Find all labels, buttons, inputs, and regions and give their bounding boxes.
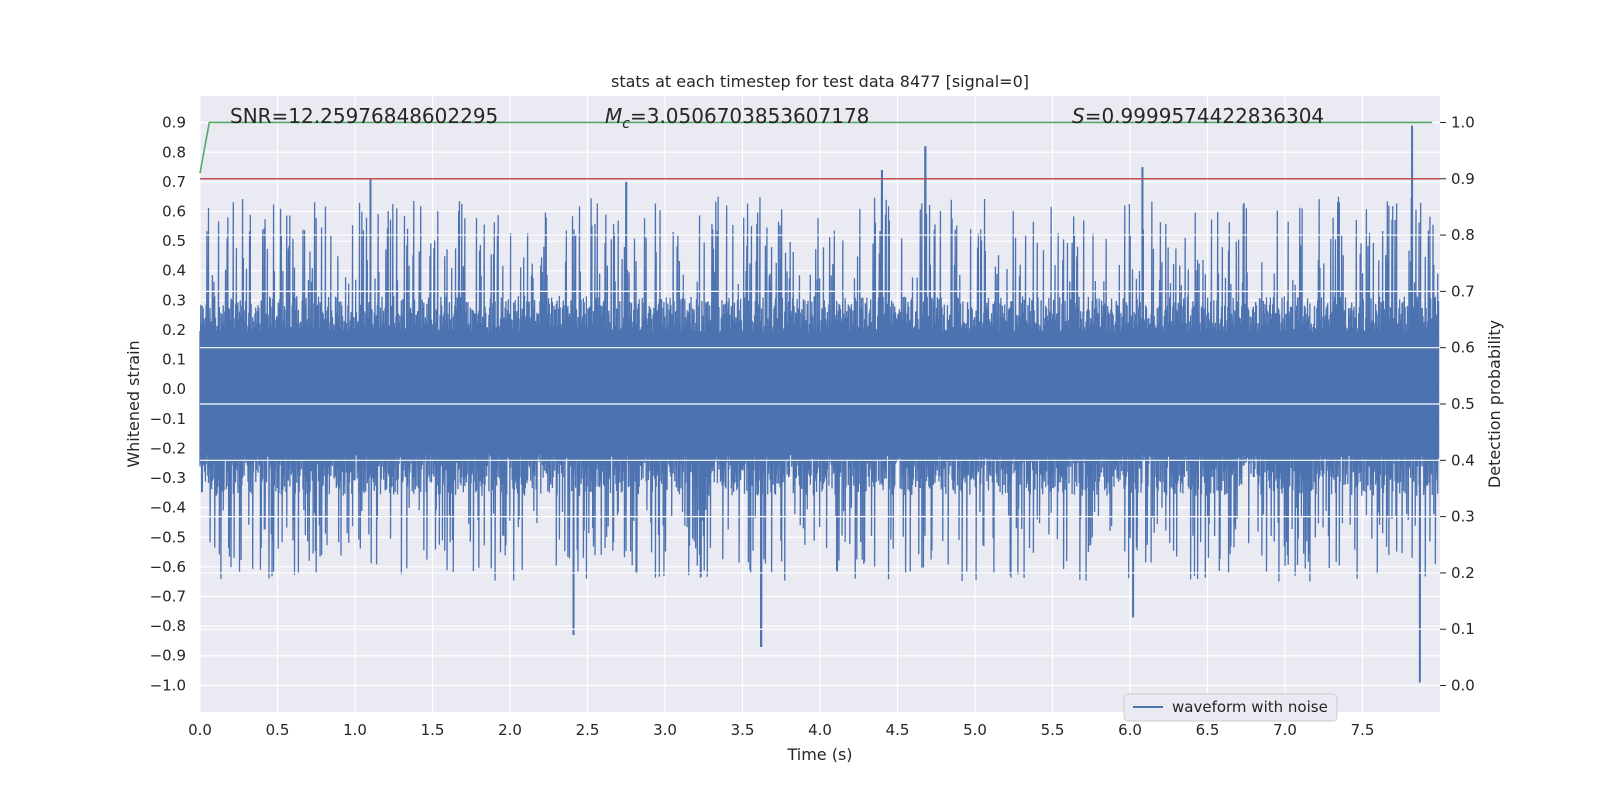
y2-tick-label: 0.9 — [1451, 170, 1475, 188]
detection-stat-annotation: S=0.9999574422836304 — [1072, 104, 1324, 128]
y-tick-label: −0.2 — [150, 439, 186, 457]
y-tick-label: −0.3 — [150, 469, 186, 487]
y-tick-label: −0.9 — [150, 647, 186, 665]
x-tick-label: 7.0 — [1273, 721, 1297, 739]
probability-series — [199, 121, 1433, 174]
y2-axis-label: Detection probability — [1485, 320, 1504, 488]
y-tick-label: −0.1 — [150, 410, 186, 428]
y-tick-label: 0.2 — [162, 321, 186, 339]
y-tick-label: 0.7 — [162, 173, 186, 191]
x-tick-label: 0.0 — [188, 721, 212, 739]
x-axis-label: Time (s) — [786, 745, 852, 764]
y-tick-label: −0.7 — [150, 588, 186, 606]
y2-tick-label: 0.1 — [1451, 620, 1475, 638]
y-tick-label: −0.4 — [150, 499, 186, 517]
y-tick-label: −1.0 — [150, 676, 186, 694]
detection-stat-symbol: S — [1072, 104, 1085, 128]
y2-tick-label: 0.6 — [1451, 339, 1475, 357]
y2-tick-label: 0.5 — [1451, 395, 1475, 413]
y-tick-label: 0.9 — [162, 114, 186, 132]
x-tick-label: 2.0 — [498, 721, 522, 739]
y2-tick-label: 0.2 — [1451, 564, 1475, 582]
y-tick-label: 0.3 — [162, 291, 186, 309]
y-axis-label: Whitened strain — [124, 340, 143, 467]
x-tick-label: 2.5 — [576, 721, 600, 739]
detection-stat-value: =0.9999574422836304 — [1085, 104, 1324, 128]
x-tick-label: 0.5 — [266, 721, 290, 739]
x-tick-label: 5.0 — [963, 721, 987, 739]
chirp-mass-value: =3.0506703853607178 — [630, 104, 869, 128]
chirp-mass-symbol: M — [605, 104, 622, 128]
y-tick-label: −0.5 — [150, 528, 186, 546]
x-tick-label: 1.5 — [421, 721, 445, 739]
y-tick-label: 0.6 — [162, 203, 186, 221]
y2-tick-label: 0.0 — [1451, 677, 1475, 695]
x-tick-label: 7.5 — [1351, 721, 1375, 739]
y2-tick-label: 0.8 — [1451, 226, 1475, 244]
legend: waveform with noise — [1123, 693, 1338, 722]
probability-line — [199, 121, 1433, 174]
x-tick-label: 4.5 — [886, 721, 910, 739]
y2-tick-label: 1.0 — [1451, 113, 1475, 131]
y2-tick-label: 0.4 — [1451, 451, 1475, 469]
waveform-line — [199, 125, 1440, 683]
y-tick-labels: 0.9 0.8 0.7 0.6 0.5 0.4 0.3 0.2 0.1 0.0 −0.1 −0.2 −0… — [150, 114, 186, 695]
x-tick-labels: 0.0 0.5 1.0 1.5 2.0 2.5 3.0 3.5 4.0 4.5 5.0 5.5 6.0 6… — [188, 721, 1374, 739]
y2-tick-label: 0.3 — [1451, 508, 1475, 526]
x-tick-label: 3.5 — [731, 721, 755, 739]
y-tick-label: 0.1 — [162, 351, 186, 369]
y2-tick-label: 0.7 — [1451, 282, 1475, 300]
y-tick-label: 0.0 — [162, 380, 186, 398]
y-tick-label: −0.8 — [150, 617, 186, 635]
x-tick-label: 6.0 — [1118, 721, 1142, 739]
y-tick-label: 0.8 — [162, 143, 186, 161]
waveform-series — [199, 125, 1440, 683]
x-tick-label: 1.0 — [343, 721, 367, 739]
y-tick-label: 0.4 — [162, 262, 186, 280]
x-tick-label: 5.5 — [1041, 721, 1065, 739]
y2-tick-labels: 1.0 0.9 0.8 0.7 0.6 0.5 0.4 0.3 0.2 0.1 0.0 — [1440, 113, 1475, 695]
chirp-mass-annotation: Mc=3.0506703853607178 — [605, 104, 869, 132]
y-tick-label: 0.5 — [162, 232, 186, 250]
x-tick-label: 4.0 — [808, 721, 832, 739]
x-tick-label: 6.5 — [1196, 721, 1220, 739]
snr-text: SNR=12.25976848602295 — [230, 104, 498, 128]
chart-title: stats at each timestep for test data 847… — [611, 72, 1029, 91]
chirp-mass-subscript: c — [622, 116, 630, 132]
legend-label: waveform with noise — [1172, 698, 1328, 716]
legend-box — [1123, 693, 1338, 722]
x-tick-label: 3.0 — [653, 721, 677, 739]
y-tick-label: −0.6 — [150, 558, 186, 576]
snr-annotation: SNR=12.25976848602295 — [230, 104, 498, 128]
